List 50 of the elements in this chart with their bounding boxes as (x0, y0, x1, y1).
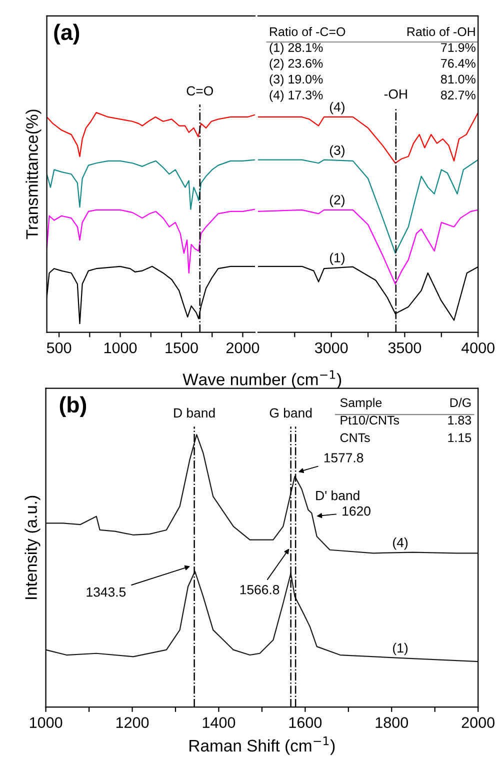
ref-line-label: -OH (384, 89, 407, 99)
y-axis-title: Transmittance(%) (26, 110, 42, 240)
x-tick-label: 1600 (289, 717, 322, 728)
annotation: 1566.8 (240, 584, 280, 594)
text: Sample (340, 398, 382, 410)
text: 71.9% (441, 43, 476, 52)
x-tick-label: 2000 (462, 717, 494, 728)
annotation: CNTs (340, 433, 370, 442)
x-tick-label: 1200 (116, 717, 149, 728)
annotation: 1577.8 (324, 453, 364, 462)
x-tick-label: 1400 (202, 717, 236, 728)
text: 1.83 (448, 416, 472, 425)
text: Ratio of -C=O (270, 26, 346, 36)
x-tick-label: 3500 (388, 342, 422, 354)
series-label: (3) (330, 145, 344, 158)
text: 76.4% (441, 58, 476, 68)
annotation: 1343.5 (86, 587, 126, 597)
text: Pt10/CNTs (340, 415, 400, 425)
x-axis-title: Wave number (cm$^{−1}$) (182, 370, 342, 389)
text: (1) 28.1% (270, 42, 323, 54)
ref-line-label: C=O (186, 86, 213, 96)
y-axis-title: Intensity (a.u.) (24, 496, 40, 599)
series-label: (1) (330, 252, 344, 266)
text: 81.0% (440, 74, 476, 84)
x-tick-label: 1000 (104, 342, 137, 354)
text: (4) 17.3% (270, 90, 323, 102)
ref-line-label: G band (270, 408, 312, 418)
annotation: 1.15 (448, 433, 472, 442)
annotation: D' band (316, 490, 360, 500)
text: (2) 23.6% (270, 58, 323, 70)
text: 82.7% (440, 90, 476, 100)
ref-line-label: D band (174, 408, 215, 418)
x-tick-label: 1000 (30, 717, 62, 728)
series-label: (1) (393, 642, 408, 656)
x-axis-title: Raman Shift (cm$^{−1}$) (190, 736, 335, 755)
x-tick-label: 1500 (166, 342, 198, 354)
chart-title: (a) (54, 24, 80, 45)
x-tick-label: 500 (46, 342, 72, 354)
text: (3) 19.0% (270, 74, 323, 86)
series-label: (2) (330, 194, 344, 208)
x-tick-label: 1800 (376, 717, 408, 728)
x-tick-label: 4000 (461, 342, 494, 354)
x-tick-label: 3000 (314, 342, 348, 354)
chart-title: (b) (60, 396, 86, 418)
annotation: 1620 (342, 506, 370, 516)
series-label: (4) (330, 102, 344, 114)
x-tick-label: 2000 (226, 342, 260, 354)
text: D/G (450, 398, 471, 408)
series-label: (4) (393, 538, 408, 550)
text: Ratio of -OH (407, 26, 475, 36)
